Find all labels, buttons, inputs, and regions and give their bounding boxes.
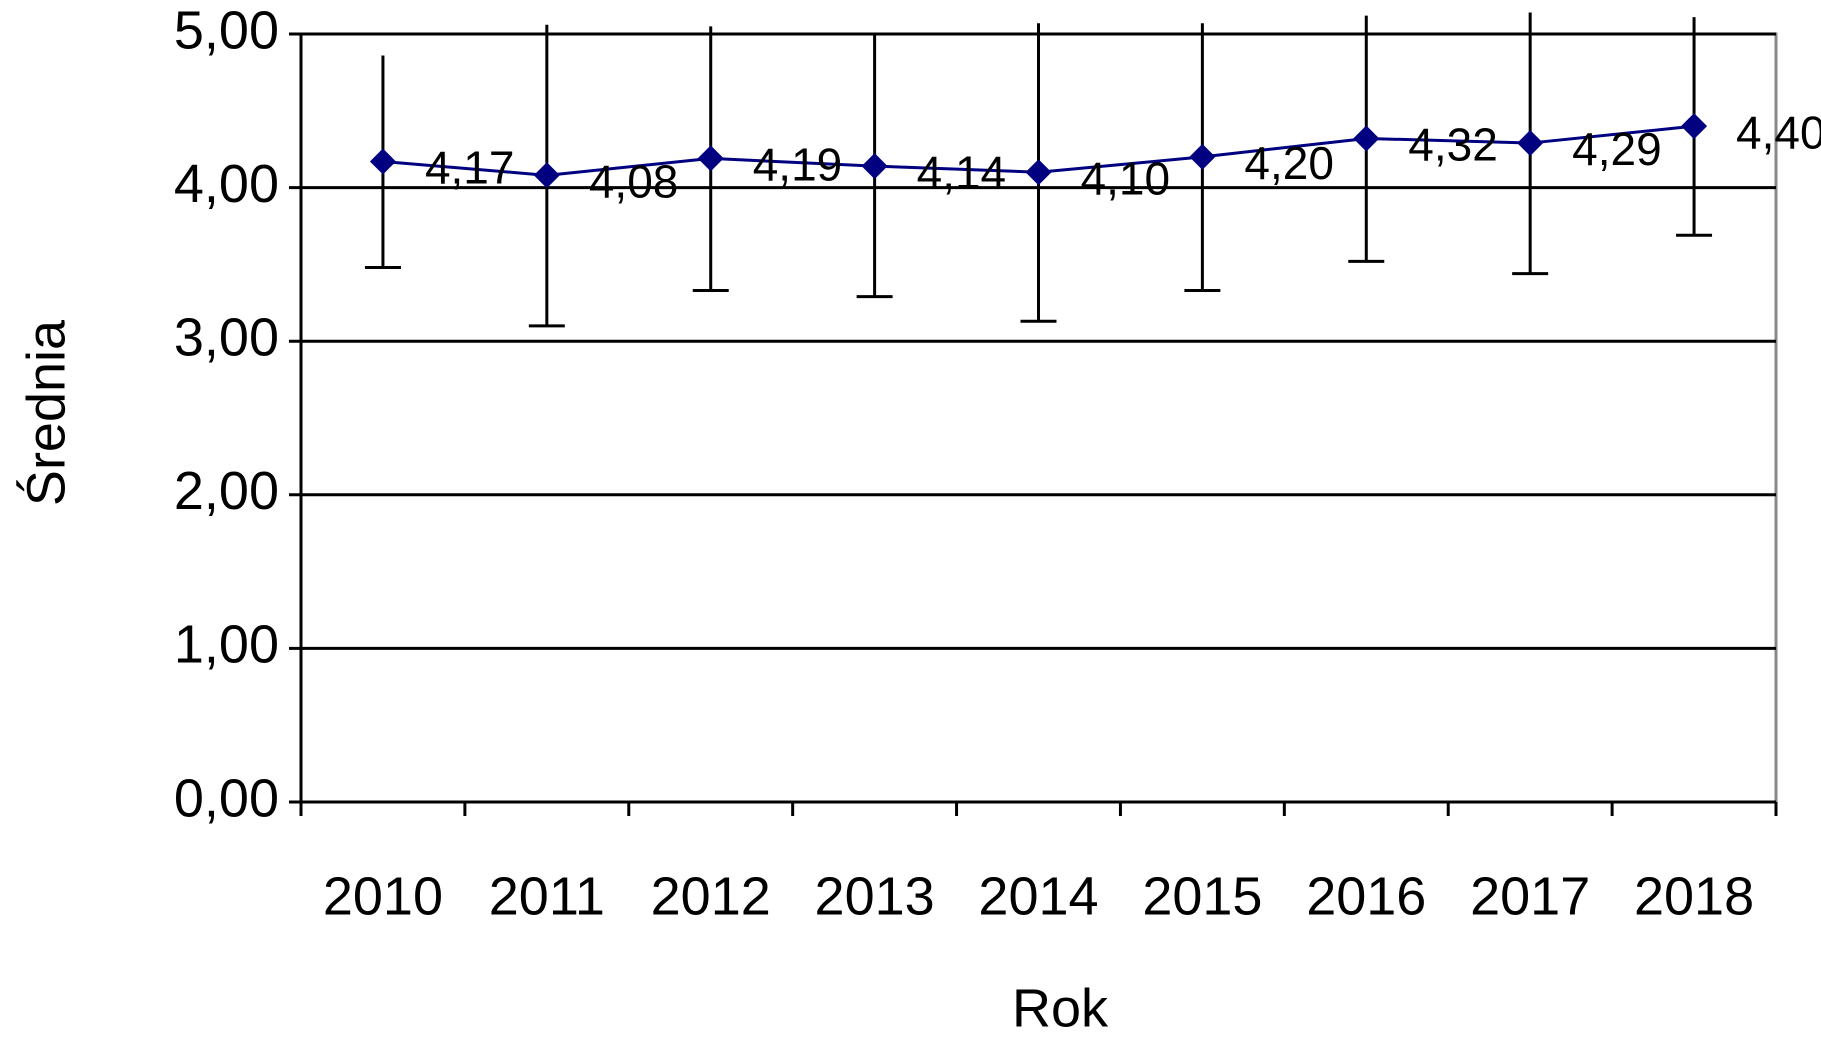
marker xyxy=(1025,159,1052,186)
marker xyxy=(1681,113,1708,140)
x-tick-label: 2010 xyxy=(323,866,443,926)
x-tick-label: 2017 xyxy=(1470,866,1590,926)
y-tick-label: 3,00 xyxy=(174,307,279,367)
x-tick-label: 2014 xyxy=(978,866,1098,926)
marker xyxy=(861,153,888,180)
marker xyxy=(533,162,560,189)
x-tick-label: 2013 xyxy=(815,866,935,926)
data-label: 4,19 xyxy=(753,139,843,191)
data-label: 4,40 xyxy=(1736,106,1821,158)
x-axis-title: Rok xyxy=(1012,978,1109,1038)
y-tick-label: 5,00 xyxy=(174,0,279,60)
data-label: 4,08 xyxy=(589,155,679,207)
data-label: 4,10 xyxy=(1081,152,1171,204)
x-tick-label: 2015 xyxy=(1142,866,1262,926)
data-label: 4,17 xyxy=(425,142,515,194)
data-label: 4,29 xyxy=(1572,123,1662,175)
marker xyxy=(697,145,724,172)
data-label: 4,14 xyxy=(917,146,1007,198)
y-tick-label: 0,00 xyxy=(174,768,279,828)
x-tick-label: 2018 xyxy=(1634,866,1754,926)
x-tick-label: 2011 xyxy=(489,866,605,926)
marker xyxy=(1353,125,1380,152)
data-label: 4,20 xyxy=(1244,137,1334,189)
x-tick-label: 2012 xyxy=(651,866,771,926)
y-tick-label: 2,00 xyxy=(174,461,279,521)
y-tick-label: 1,00 xyxy=(174,615,279,675)
marker xyxy=(369,148,396,175)
marker xyxy=(1189,143,1216,170)
y-tick-label: 4,00 xyxy=(174,154,279,214)
marker xyxy=(1517,130,1544,157)
y-axis-title: Średnia xyxy=(15,319,76,506)
x-tick-label: 2016 xyxy=(1306,866,1426,926)
data-label: 4,32 xyxy=(1408,119,1498,171)
